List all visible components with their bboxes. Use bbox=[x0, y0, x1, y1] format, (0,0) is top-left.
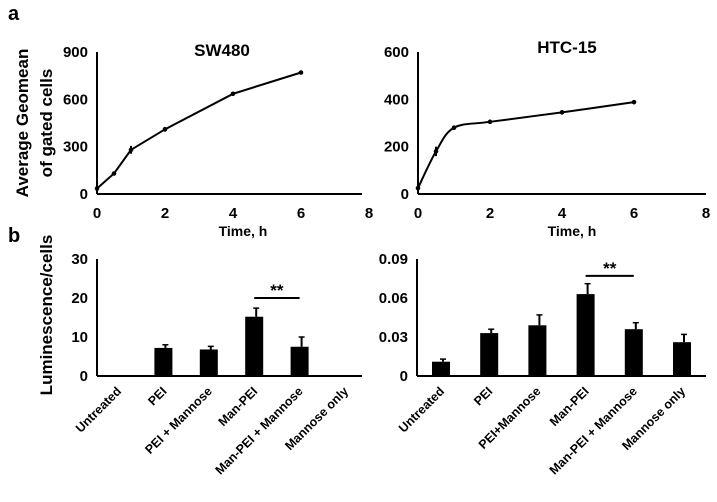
x-tick-label: 8 bbox=[365, 205, 373, 222]
y-tick-label: 200 bbox=[384, 139, 409, 156]
bar bbox=[480, 333, 499, 376]
bar bbox=[673, 342, 691, 376]
panel-label-b: b bbox=[8, 225, 20, 247]
bar bbox=[154, 347, 173, 376]
y-tick-label: 30 bbox=[71, 251, 88, 268]
chart-title: HTC-15 bbox=[537, 38, 597, 57]
x-tick-label: 4 bbox=[229, 205, 238, 222]
category-label: PEI bbox=[145, 384, 169, 408]
data-point bbox=[451, 125, 457, 131]
category-label: Untreated bbox=[73, 384, 124, 435]
y-tick-label: 10 bbox=[71, 329, 88, 346]
y-tick-label: 0 bbox=[80, 368, 88, 385]
y-tick-label: 0.03 bbox=[379, 329, 408, 346]
data-point bbox=[162, 127, 168, 132]
chart-title: SW480 bbox=[194, 41, 250, 60]
data-point bbox=[128, 147, 134, 153]
x-tick-label: 2 bbox=[486, 205, 494, 222]
x-tick-label: 2 bbox=[161, 205, 169, 222]
significance-label: ** bbox=[270, 281, 284, 300]
y-tick-label: 0 bbox=[80, 186, 88, 203]
y-tick-label: 0 bbox=[400, 368, 408, 385]
y-tick-label: 900 bbox=[63, 44, 88, 61]
data-point bbox=[559, 110, 565, 115]
x-tick-label: 6 bbox=[630, 205, 638, 222]
data-point bbox=[631, 99, 637, 105]
data-point bbox=[487, 119, 493, 125]
y-tick-label: 300 bbox=[63, 139, 88, 156]
y-axis-label-line1: Average Geomean bbox=[13, 49, 32, 198]
bar bbox=[624, 329, 643, 376]
x-tick-label: 0 bbox=[93, 205, 101, 222]
category-label: Man-PEI bbox=[216, 384, 261, 429]
y-tick-label: 600 bbox=[63, 91, 88, 108]
y-tick-label: 400 bbox=[384, 91, 409, 108]
data-point bbox=[298, 70, 304, 75]
data-point bbox=[415, 185, 421, 191]
bar bbox=[528, 325, 547, 376]
significance-label: ** bbox=[603, 259, 617, 278]
category-label: Untreated bbox=[396, 384, 447, 435]
bar bbox=[290, 346, 309, 376]
y-axis-label-b: Luminescence/cells bbox=[37, 235, 56, 396]
bar bbox=[432, 361, 450, 376]
y-tick-label: 600 bbox=[384, 44, 409, 61]
bar bbox=[245, 316, 264, 376]
bar bbox=[576, 294, 595, 376]
x-tick-label: 0 bbox=[414, 205, 422, 222]
category-label: Man-PEI + Mannose bbox=[213, 384, 306, 477]
panel-label-a: a bbox=[8, 3, 20, 25]
x-axis-label: Time, h bbox=[548, 223, 597, 239]
x-tick-label: 4 bbox=[558, 205, 567, 222]
category-label: PEI bbox=[471, 384, 495, 408]
y-tick-label: 20 bbox=[71, 290, 88, 307]
series-line-sw480 bbox=[96, 71, 302, 190]
data-point bbox=[433, 149, 439, 154]
category-label: Man-PEI + Mannose bbox=[547, 384, 640, 477]
y-tick-label: 0.06 bbox=[379, 290, 408, 307]
series-line-htc-15 bbox=[417, 101, 635, 189]
x-axis-label: Time, h bbox=[219, 223, 268, 239]
data-point bbox=[111, 171, 117, 176]
x-tick-label: 8 bbox=[702, 205, 710, 222]
y-axis-label-line2: of gated cells bbox=[37, 69, 56, 178]
category-label: Man-PEI bbox=[547, 384, 592, 429]
bar bbox=[199, 349, 218, 376]
y-tick-label: 0 bbox=[401, 186, 409, 203]
data-point bbox=[230, 91, 236, 97]
x-tick-label: 6 bbox=[297, 205, 305, 222]
y-tick-label: 0.09 bbox=[379, 251, 408, 268]
data-point bbox=[94, 186, 100, 191]
